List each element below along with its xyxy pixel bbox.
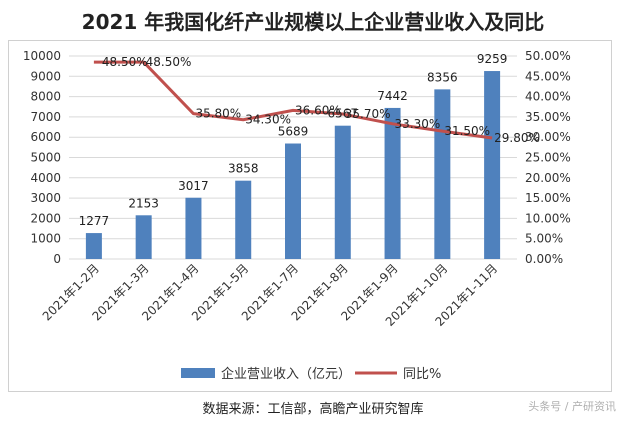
y-left-tick-label: 10000 bbox=[23, 49, 61, 63]
y-right-tick-label: 30.00% bbox=[525, 130, 571, 144]
y-right-tick-label: 35.00% bbox=[525, 110, 571, 124]
bar bbox=[185, 197, 202, 259]
line-data-label: 35.70% bbox=[345, 107, 391, 121]
chart-title: 2021 年我国化纤产业规模以上企业营业收入及同比 bbox=[81, 10, 545, 34]
bar bbox=[484, 71, 501, 259]
y-left-tick-label: 3000 bbox=[30, 191, 61, 205]
bar-data-label: 9259 bbox=[477, 52, 508, 66]
y-left-tick-label: 6000 bbox=[30, 130, 61, 144]
legend-label-revenue: 企业营业收入（亿元） bbox=[221, 366, 351, 382]
bar-data-label: 7442 bbox=[377, 89, 408, 103]
legend-swatch-revenue bbox=[181, 368, 215, 378]
line-data-label: 35.80% bbox=[195, 107, 241, 121]
source-note: 数据来源：工信部，高瞻产业研究智库 bbox=[202, 402, 424, 417]
line-data-label: 48.50% bbox=[146, 55, 192, 69]
line-data-label: 29.80% bbox=[494, 131, 540, 145]
y-right-tick-label: 50.00% bbox=[525, 49, 571, 63]
chart-frame: 0 1000 2000 3000 4000 5000 6000 7000 8000 9000 100… bbox=[8, 40, 612, 392]
bar-data-label: 2153 bbox=[128, 196, 159, 210]
bar bbox=[285, 143, 301, 259]
y-right-tick-label: 0.00% bbox=[525, 252, 563, 266]
y-right-tick-label: 15.00% bbox=[525, 191, 571, 205]
y-right-tick-label: 25.00% bbox=[525, 151, 571, 165]
line-data-label: 34.30% bbox=[245, 113, 291, 127]
bar-data-label: 8356 bbox=[427, 70, 458, 84]
bar-data-label: 3017 bbox=[178, 179, 209, 193]
y-left-tick-label: 0 bbox=[53, 252, 61, 266]
y-right-tick-label: 40.00% bbox=[525, 90, 571, 104]
watermark: 头条号 / 产研资讯 bbox=[528, 400, 616, 413]
combo-chart: 0 1000 2000 3000 4000 5000 6000 7000 8000 9000 100… bbox=[23, 49, 571, 382]
y-left-tick-label: 1000 bbox=[30, 232, 61, 246]
bar bbox=[434, 89, 451, 259]
bar bbox=[235, 180, 252, 259]
y-left-tick-label: 8000 bbox=[30, 90, 61, 104]
y-right-tick-label: 20.00% bbox=[525, 171, 571, 185]
y-left-tick-label: 9000 bbox=[30, 69, 61, 83]
y-right-tick-label: 5.00% bbox=[525, 232, 563, 246]
y-left-tick-label: 2000 bbox=[30, 211, 61, 225]
legend-label-yoy: 同比% bbox=[403, 367, 441, 382]
line-data-label: 36.60% bbox=[295, 103, 341, 117]
bar-data-label: 6567 bbox=[328, 107, 359, 121]
bar bbox=[334, 125, 351, 259]
bar-data-label: 5689 bbox=[278, 125, 309, 139]
line-data-label: 31.50% bbox=[444, 124, 490, 138]
y-right-tick-label: 45.00% bbox=[525, 69, 571, 83]
line-series-yoy bbox=[93, 60, 493, 140]
y-right-tick-label: 10.00% bbox=[525, 211, 571, 225]
line-data-label: 33.30% bbox=[395, 117, 441, 131]
y-left-tick-label: 5000 bbox=[30, 151, 61, 165]
line-data-label: 48.50% bbox=[102, 55, 148, 69]
bar bbox=[384, 107, 401, 259]
y-left-tick-label: 7000 bbox=[30, 110, 61, 124]
bar bbox=[85, 233, 102, 259]
y-left-tick-label: 4000 bbox=[30, 171, 61, 185]
bar bbox=[135, 215, 152, 259]
bar-data-label: 1277 bbox=[79, 214, 110, 228]
bar-data-label: 3858 bbox=[228, 162, 259, 176]
